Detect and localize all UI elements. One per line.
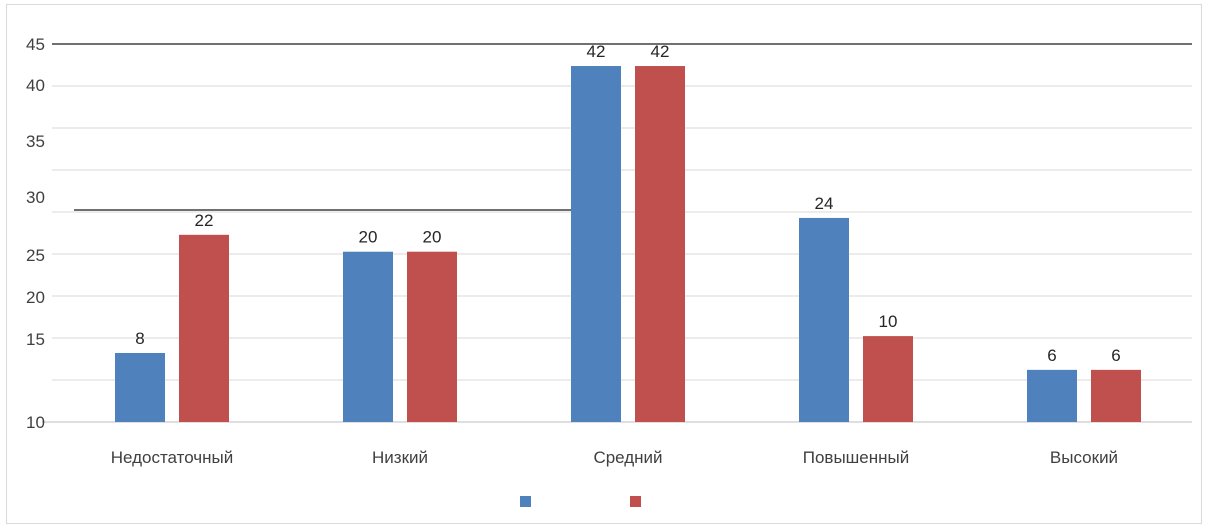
bar xyxy=(635,66,685,423)
y-tick-label: 25 xyxy=(26,246,45,265)
data-label: 6 xyxy=(1111,346,1120,365)
data-label: 20 xyxy=(359,228,378,247)
data-label: 20 xyxy=(423,228,442,247)
overlay-lines xyxy=(52,43,1192,211)
data-label: 22 xyxy=(195,211,214,230)
bar xyxy=(343,251,393,422)
legend-marker xyxy=(520,496,531,507)
bar xyxy=(407,251,457,422)
bar xyxy=(799,217,849,422)
y-tick-label: 45 xyxy=(26,35,45,54)
y-tick-label: 35 xyxy=(26,132,45,151)
bar xyxy=(179,234,229,422)
x-category-label: Средний xyxy=(593,448,662,467)
y-tick-label: 15 xyxy=(26,330,45,349)
y-tick-label: 30 xyxy=(26,188,45,207)
bar xyxy=(571,66,621,423)
data-label: 42 xyxy=(651,42,670,61)
bar xyxy=(1091,369,1141,422)
y-tick-label: 20 xyxy=(26,288,45,307)
data-label: 8 xyxy=(135,329,144,348)
y-tick-label: 10 xyxy=(26,413,45,432)
x-category-label: Высокий xyxy=(1050,448,1118,467)
bar xyxy=(115,352,165,422)
x-category-label: Низкий xyxy=(372,448,428,467)
bars xyxy=(115,66,1141,423)
x-axis-categories: Недостаточный Низкий Средний Повышенный Высо… xyxy=(111,448,1118,467)
legend xyxy=(520,496,641,507)
x-category-label: Недостаточный xyxy=(111,448,234,467)
data-label: 42 xyxy=(587,42,606,61)
x-category-label: Повышенный xyxy=(803,448,910,467)
data-labels: 8 22 20 20 42 42 24 10 6 6 xyxy=(135,42,1120,365)
bar xyxy=(1027,369,1077,422)
data-label: 24 xyxy=(815,194,834,213)
y-tick-label: 40 xyxy=(26,76,45,95)
data-label: 6 xyxy=(1047,346,1056,365)
legend-marker xyxy=(630,496,641,507)
data-label: 10 xyxy=(879,312,898,331)
bar xyxy=(863,336,913,422)
y-axis-ticks: 10 15 20 25 30 35 40 45 xyxy=(26,35,45,432)
